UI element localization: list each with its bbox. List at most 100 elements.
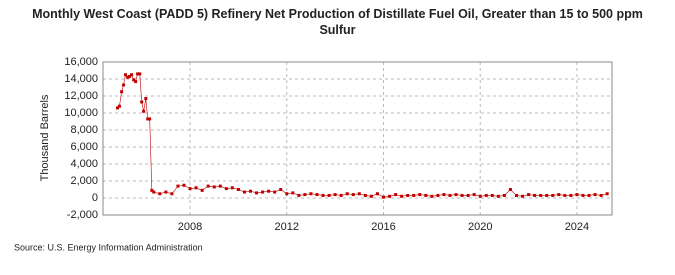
marker	[369, 194, 373, 198]
marker	[502, 193, 506, 197]
marker	[315, 193, 319, 197]
x-tick-label: 2016	[371, 221, 395, 233]
marker	[297, 193, 301, 197]
marker	[539, 193, 543, 197]
marker	[230, 186, 234, 190]
marker	[581, 193, 585, 197]
y-tick-label: 2,000	[70, 175, 98, 187]
marker	[255, 191, 259, 195]
chart-title: Monthly West Coast (PADD 5) Refinery Net…	[32, 7, 643, 37]
y-tick-label: 12,000	[64, 90, 98, 102]
marker	[130, 73, 134, 77]
marker	[533, 193, 537, 197]
marker	[170, 192, 174, 196]
y-tick-label: 16,000	[64, 56, 98, 68]
y-tick-label: -2,000	[67, 209, 98, 221]
y-tick-label: 6,000	[70, 141, 98, 153]
marker	[140, 100, 144, 104]
marker	[587, 193, 591, 197]
marker	[279, 188, 283, 191]
marker	[448, 193, 452, 197]
x-tick-label: 2012	[275, 221, 299, 233]
marker	[309, 192, 313, 196]
marker	[551, 193, 555, 197]
y-tick-label: 14,000	[64, 73, 98, 85]
marker	[400, 194, 404, 198]
x-tick-label: 2008	[178, 221, 202, 233]
marker	[490, 193, 494, 197]
marker	[218, 184, 222, 188]
y-axis-label: Thousand Barrels	[39, 94, 51, 181]
marker	[406, 193, 410, 197]
marker	[128, 74, 132, 78]
marker	[146, 117, 150, 121]
y-tick-label: 8,000	[70, 124, 98, 136]
marker	[273, 190, 277, 194]
marker	[472, 193, 476, 197]
marker	[466, 193, 470, 197]
marker	[158, 192, 162, 196]
marker	[418, 193, 422, 197]
marker	[134, 80, 138, 84]
marker	[212, 185, 216, 189]
x-tick-label: 2020	[468, 221, 492, 233]
marker	[321, 193, 325, 197]
marker	[345, 192, 349, 196]
marker	[261, 190, 265, 194]
marker	[303, 193, 307, 197]
marker	[138, 72, 142, 76]
marker	[144, 97, 148, 101]
marker	[436, 193, 440, 197]
source: Source: U.S. Energy Information Administ…	[14, 242, 203, 252]
marker	[557, 193, 561, 197]
marker	[388, 194, 392, 198]
marker	[605, 192, 609, 196]
marker	[176, 184, 180, 188]
marker	[599, 193, 603, 197]
marker	[514, 193, 518, 197]
marker	[249, 189, 253, 193]
marker	[148, 117, 152, 121]
y-tick-label: 4,000	[70, 158, 98, 170]
marker	[381, 195, 385, 199]
marker	[357, 192, 361, 196]
marker	[224, 187, 228, 191]
marker	[267, 189, 271, 193]
marker	[339, 193, 343, 197]
y-tick-label: 10,000	[64, 107, 98, 119]
marker	[442, 193, 446, 197]
marker	[242, 190, 246, 194]
marker	[454, 193, 458, 197]
marker	[394, 193, 398, 197]
marker	[206, 184, 210, 188]
marker	[527, 193, 531, 197]
marker	[285, 192, 289, 196]
marker	[116, 106, 120, 110]
plot-frame	[102, 61, 613, 216]
marker	[117, 104, 121, 108]
marker	[593, 193, 597, 197]
marker	[152, 190, 156, 194]
marker	[188, 187, 192, 191]
marker	[132, 78, 136, 82]
marker	[569, 193, 573, 197]
marker	[412, 193, 416, 197]
marker	[136, 72, 140, 76]
marker	[142, 109, 146, 113]
series-line	[117, 73, 608, 198]
marker	[194, 186, 198, 190]
marker	[123, 73, 127, 77]
marker	[478, 194, 482, 198]
y-tick-label: 0	[92, 192, 98, 204]
marker	[460, 193, 464, 197]
marker	[200, 188, 204, 192]
marker	[575, 193, 579, 197]
marker	[484, 193, 488, 197]
marker	[333, 193, 337, 197]
marker	[327, 193, 331, 197]
marker	[508, 188, 512, 191]
marker	[496, 194, 500, 198]
marker	[351, 193, 355, 197]
